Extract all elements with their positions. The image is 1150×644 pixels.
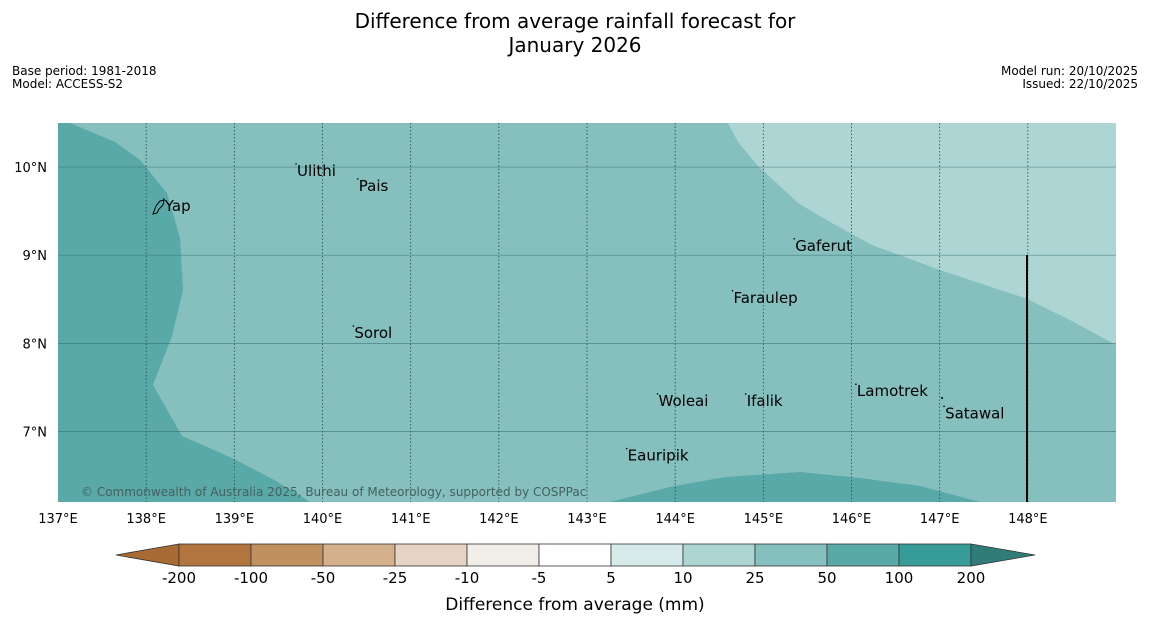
colorbar-segment: [610, 543, 684, 567]
map-gridlines: [58, 123, 1116, 502]
lat-tick-label: 8°N: [23, 337, 48, 352]
colorbar-segment: [178, 543, 252, 567]
lat-tick-label: 9°N: [23, 249, 48, 264]
colorbar-tick-label: -200: [162, 569, 196, 587]
lat-tick-label: 7°N: [23, 425, 48, 440]
colorbar-segment: [322, 543, 396, 567]
place-label-woleai: Woleai: [659, 392, 709, 410]
colorbar-tick-label: -25: [383, 569, 408, 587]
island-dot: [941, 397, 943, 399]
lat-tick-label: 10°N: [14, 161, 47, 176]
lon-tick-label: 141°E: [391, 512, 431, 527]
lon-tick-label: 146°E: [832, 512, 872, 527]
base-period-text: Base period: 1981-2018: [12, 64, 157, 78]
place-marker: [855, 383, 857, 386]
colorbar-tick-label: 25: [745, 569, 764, 587]
colorbar: -200 -100 -50 -25 -10 -5 5 10 25 50 100 200: [115, 543, 1036, 587]
colorbar-tick-label: 100: [885, 569, 914, 587]
place-marker: [793, 238, 795, 240]
colorbar-segment: [538, 543, 612, 567]
place-labels: Yap Ulithi Pais Gaferut Faraulep Sorol Lamotre…: [163, 162, 1004, 465]
rainfall-band-10-25-northeast: [728, 123, 1116, 345]
colorbar-segment: [250, 543, 324, 567]
colorbar-segment: [826, 543, 900, 567]
longitude-ticks: 137°E 138°E 139°E 140°E 141°E 142°E 143°E 144°E…: [38, 512, 1047, 527]
model-text: Model: ACCESS-S2: [12, 77, 124, 91]
lon-tick-label: 143°E: [567, 512, 607, 527]
chart-title: Difference from average rainfall forecas…: [0, 9, 1150, 57]
colorbar-tick-label: 200: [957, 569, 986, 587]
model-run-text: Model run: 20/10/2025: [1000, 64, 1138, 78]
title-line-2: January 2026: [508, 33, 642, 57]
lon-tick-label: 140°E: [303, 512, 343, 527]
meta-left: Base period: 1981-2018 Model: ACCESS-S2: [12, 65, 157, 91]
colorbar-segment: [682, 543, 756, 567]
rainfall-band-50-100-south: [610, 472, 980, 502]
place-marker: [744, 393, 747, 395]
lon-tick-label: 139°E: [215, 512, 255, 527]
colorbar-tick-label: -100: [234, 569, 268, 587]
meta-right: Model run: 20/10/2025 Issued: 22/10/2025: [1001, 65, 1138, 91]
issued-text: Issued: 22/10/2025: [1022, 77, 1138, 91]
colorbar-segment: [466, 543, 540, 567]
colorbar-tick-label: 10: [673, 569, 692, 587]
lon-tick-label: 145°E: [744, 512, 784, 527]
place-marker: [943, 405, 945, 408]
colorbar-segment: [394, 543, 468, 567]
place-marker: [163, 198, 165, 200]
colorbar-arrow-high: [970, 543, 1036, 567]
place-label-satawal: Satawal: [945, 404, 1004, 422]
place-marker: [352, 325, 355, 327]
rainfall-band-50-100-west: [58, 123, 310, 502]
copyright-text: © Commonwealth of Australia 2025, Bureau…: [81, 485, 586, 499]
colorbar-tick-label: -5: [532, 569, 547, 587]
place-label-ifalik: Ifalik: [747, 392, 783, 410]
place-label-lamotrek: Lamotrek: [857, 382, 928, 400]
place-marker: [356, 178, 359, 180]
colorbar-arrow-low: [115, 543, 180, 567]
colorbar-segment: [754, 543, 828, 567]
place-marker: [295, 163, 297, 165]
lon-tick-label: 148°E: [1008, 512, 1048, 527]
colorbar-tick-label: 50: [817, 569, 836, 587]
place-marker: [656, 393, 659, 395]
lon-tick-label: 142°E: [479, 512, 519, 527]
title-line-1: Difference from average rainfall forecas…: [354, 9, 796, 33]
lon-tick-label: 137°E: [38, 512, 78, 527]
place-label-eauripik: Eauripik: [628, 447, 689, 465]
place-marker: [731, 290, 734, 292]
map-area: Yap Ulithi Pais Gaferut Faraulep Sorol Lamotre…: [58, 123, 1116, 502]
place-label-gaferut: Gaferut: [795, 237, 852, 255]
lon-tick-label: 147°E: [920, 512, 960, 527]
colorbar-title: Difference from average (mm): [445, 595, 704, 615]
place-label-pais: Pais: [359, 177, 389, 195]
place-label-ulithi: Ulithi: [297, 162, 336, 180]
lon-tick-label: 138°E: [126, 512, 166, 527]
colorbar-tick-label: 5: [606, 569, 616, 587]
colorbar-segment: [898, 543, 972, 567]
place-label-sorol: Sorol: [354, 324, 392, 342]
colorbar-tick-label: -50: [311, 569, 336, 587]
place-label-yap: Yap: [164, 197, 191, 215]
colorbar-tick-label: -10: [455, 569, 480, 587]
place-label-faraulep: Faraulep: [733, 289, 797, 307]
lon-tick-label: 144°E: [655, 512, 695, 527]
place-marker: [625, 447, 628, 450]
yap-island-outline: [152, 199, 165, 215]
latitude-ticks: 10°N 9°N 8°N 7°N: [14, 161, 47, 440]
